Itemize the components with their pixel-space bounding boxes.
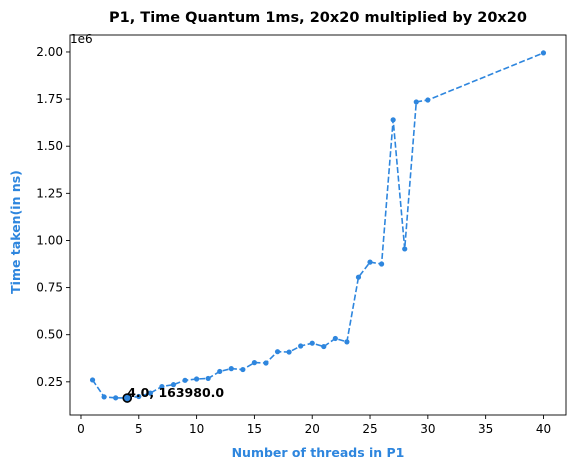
x-tick-label: 25 <box>362 422 377 436</box>
data-point <box>321 343 327 350</box>
min-point-annotation: 4.0, 163980.0 <box>127 385 224 400</box>
y-tick-label: 1.00 <box>36 233 63 247</box>
data-point <box>309 340 315 346</box>
data-point <box>274 349 281 355</box>
chart-title: P1, Time Quantum 1ms, 20x20 multiplied b… <box>109 10 527 26</box>
data-point <box>147 390 153 396</box>
data-point <box>540 50 547 56</box>
data-point <box>263 360 269 366</box>
data-point <box>113 395 119 401</box>
data-point <box>355 274 362 280</box>
x-tick-label: 5 <box>135 422 143 436</box>
x-tick-label: 10 <box>189 422 204 436</box>
y-axis-label: Time taken(in ns) <box>8 170 23 294</box>
data-point <box>251 359 258 366</box>
data-point <box>136 393 142 400</box>
data-point <box>159 383 165 390</box>
data-point <box>286 349 292 355</box>
data-point <box>89 377 96 383</box>
data-point <box>170 382 177 388</box>
axis-ticks: 0 5 10 15 20 25 30 35 40 0.25 0.50 0.75 1.00 1.25 1.50… <box>36 45 551 436</box>
plot-area: 4.0, 163980.0 <box>69 34 567 416</box>
y-tick-label: 1.75 <box>36 92 63 106</box>
data-point <box>182 377 188 383</box>
data-point <box>402 246 408 252</box>
data-point <box>378 261 385 267</box>
x-axis-label: Number of threads in P1 <box>232 445 405 460</box>
axes-frame <box>69 34 567 416</box>
x-tick-label: 20 <box>305 422 320 436</box>
y-tick-label: 2.00 <box>36 45 63 59</box>
data-point <box>332 335 338 342</box>
data-point <box>413 99 419 105</box>
y-tick-label: 1.50 <box>36 139 63 153</box>
data-point <box>205 375 211 382</box>
x-tick-label: 15 <box>247 422 262 436</box>
y-tick-label: 0.25 <box>36 375 63 389</box>
data-point <box>390 117 396 123</box>
data-point <box>425 97 431 103</box>
y-tick-label: 0.75 <box>36 281 63 295</box>
x-tick-label: 35 <box>478 422 493 436</box>
data-point <box>298 343 304 349</box>
x-tick-label: 30 <box>420 422 435 436</box>
data-point <box>240 366 246 373</box>
y-offset-label: 1e6 <box>70 32 93 46</box>
highlighted-point <box>122 393 133 403</box>
data-point <box>344 339 350 345</box>
y-tick-label: 0.50 <box>36 328 63 342</box>
data-point <box>228 366 234 372</box>
x-tick-label: 40 <box>536 422 551 436</box>
x-tick-label: 0 <box>77 422 85 436</box>
data-point <box>217 368 223 375</box>
data-point <box>367 259 373 265</box>
data-point <box>101 394 107 400</box>
series-line <box>91 52 544 399</box>
y-tick-label: 1.25 <box>36 186 63 200</box>
data-point <box>194 376 200 382</box>
